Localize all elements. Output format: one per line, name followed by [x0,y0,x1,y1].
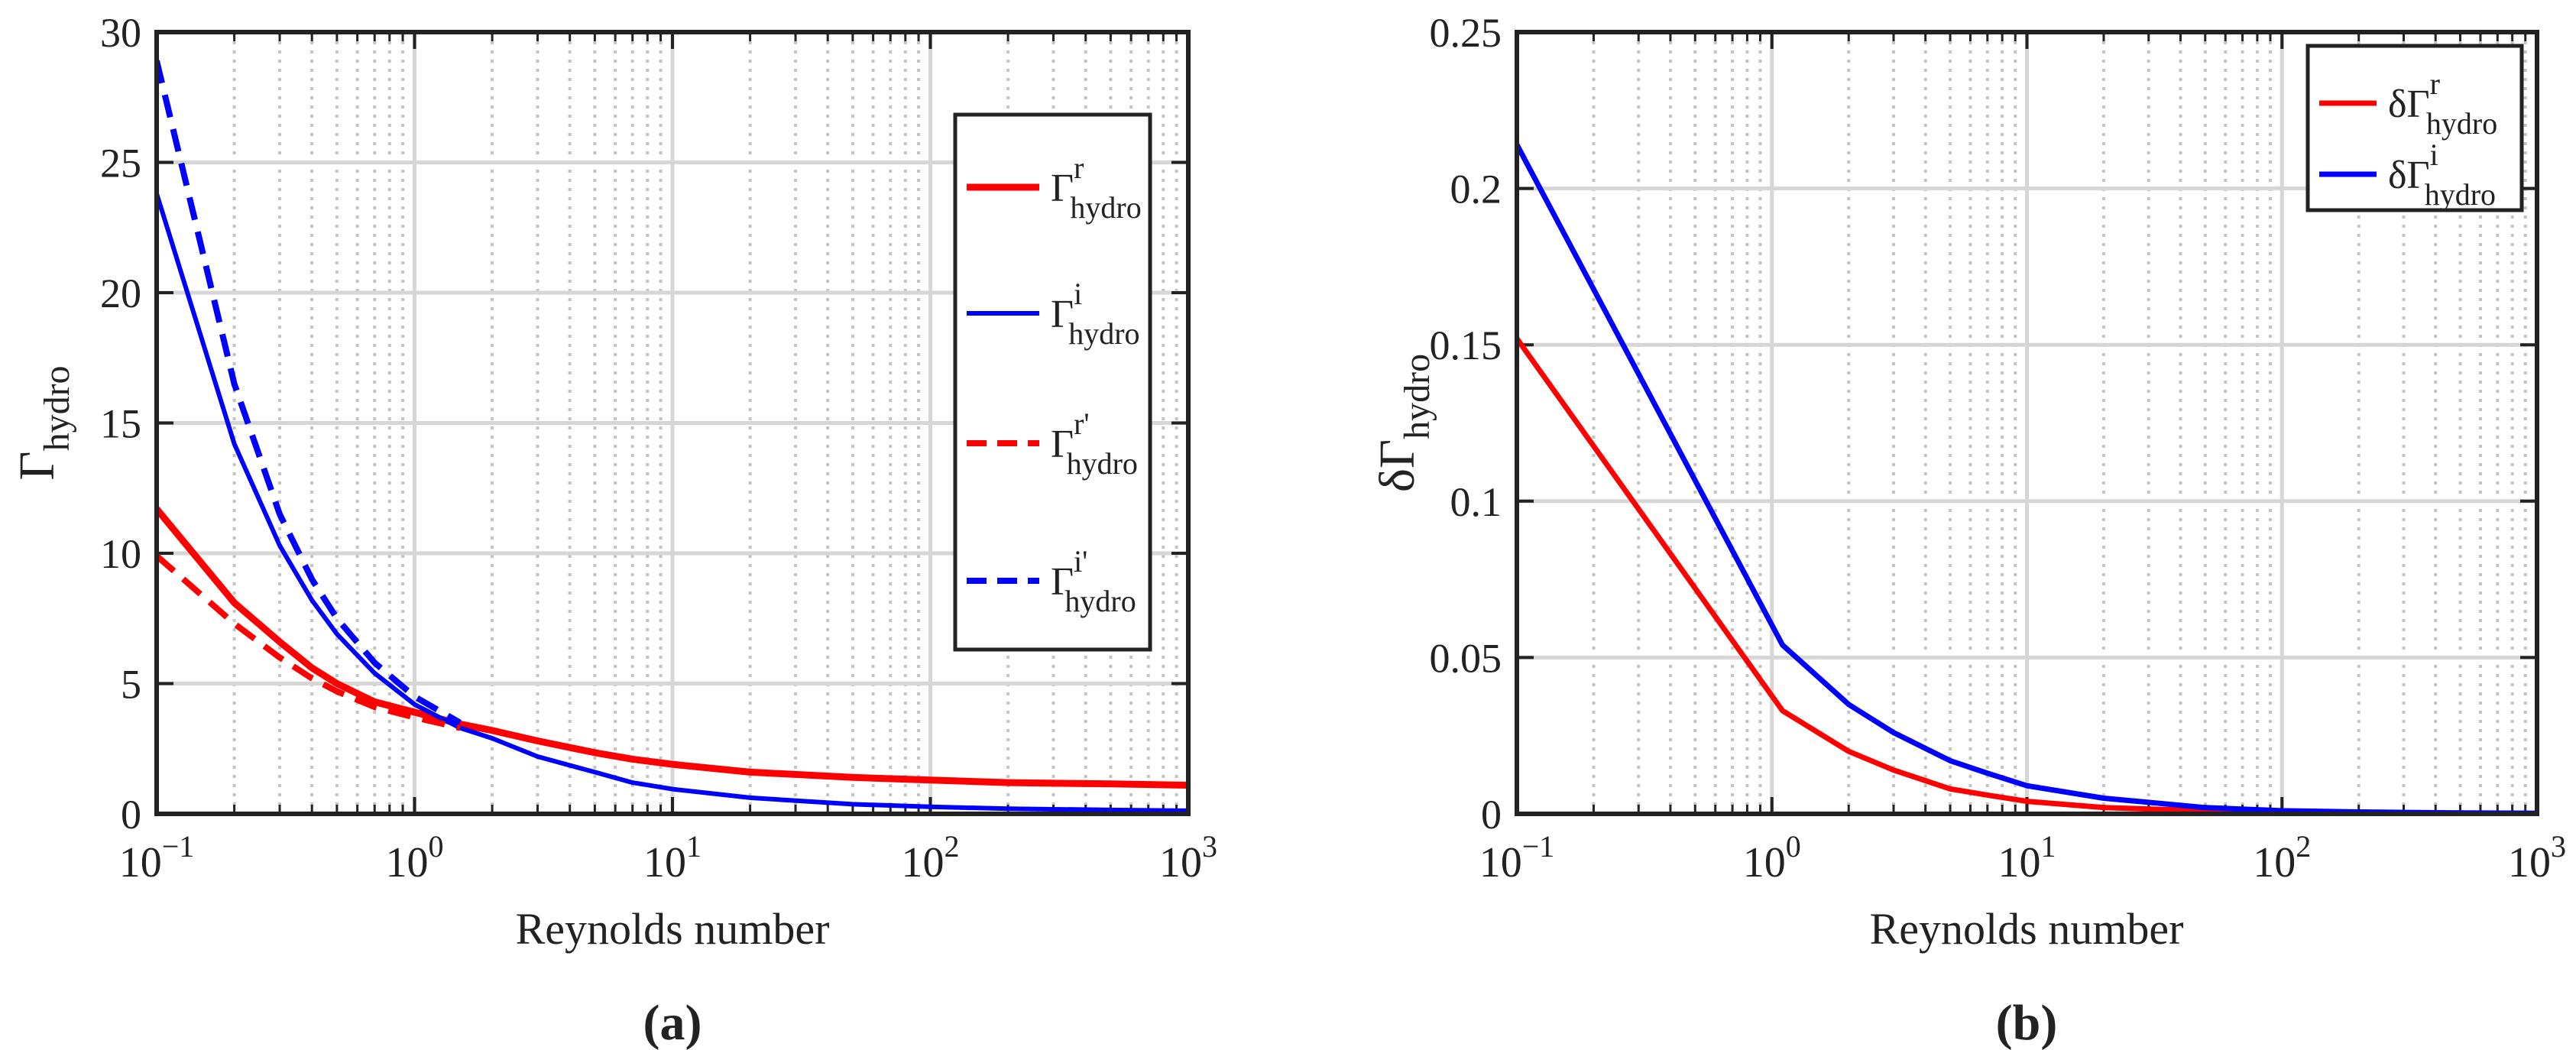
series-line-dashed-iprime [157,60,462,726]
x-tick-label: 101 [1998,829,2056,886]
y-label-symbol: Γ [9,451,65,480]
series-line-dashed-rprime [157,553,461,731]
legend-subscript: hydro [1068,316,1139,351]
y-tick-label: 0.1 [1450,479,1502,525]
y-tick-label: 0.25 [1430,10,1502,56]
legend-box [953,112,1152,652]
x-tick-exponent: 3 [1202,829,1217,864]
y-label-subscript: hydro [37,365,77,451]
x-tick-label: 103 [1159,829,1217,886]
y-tick-label: 0 [1481,792,1502,838]
legend-superscript: i [2430,138,2438,172]
y-tick-label: 30 [100,10,141,56]
x-tick-exponent: 0 [1786,829,1801,864]
legend-entry: Γi hydro [1051,277,1140,351]
legend-superscript: i' [1074,544,1087,578]
legend-superscript: i [1074,277,1082,311]
x-tick-label: 10−1 [119,829,195,886]
panel-label: (b) [1996,995,2058,1050]
legend-symbol: Γ [1051,293,1074,336]
legend-subscript: hydro [1064,584,1136,618]
y-tick-label: 15 [100,401,141,447]
x-tick-base: 10 [1998,839,2041,886]
x-tick-base: 10 [119,839,162,886]
y-axis-label: Γhydro [9,365,77,480]
x-axis-label: Reynolds number [516,904,830,954]
x-tick-exponent: 1 [2041,829,2056,864]
y-label-symbol: δΓ [1369,439,1425,492]
legend-entry: Γr hydro [1051,151,1142,225]
y-tick-label: 25 [100,141,141,186]
legend-symbol: δΓ [2388,154,2430,197]
panel-b: 10−1 100 101 102 10300.050.10.150.20.25Reyno… [1369,10,2566,1050]
x-tick-label: 100 [386,829,444,886]
y-tick-label: 5 [121,662,141,708]
x-tick-base: 10 [643,839,686,886]
x-tick-base: 10 [902,839,945,886]
axes-box [154,30,1191,816]
x-tick-label: 102 [2253,829,2311,886]
x-tick-exponent: −1 [1522,829,1555,864]
y-tick-label: 20 [100,271,141,316]
legend-superscript: r [2430,66,2440,101]
y-tick-label: 0.2 [1450,167,1502,212]
legend-entry: Γr' hydro [1051,407,1138,481]
legend-box [2305,44,2524,212]
y-label-subscript: hydro [1397,354,1437,439]
x-tick-exponent: 2 [2296,829,2311,864]
axes-box [1515,30,2539,816]
x-tick-label: 103 [2508,829,2566,886]
x-tick-base: 10 [386,839,429,886]
legend-entry: δΓi hydro [2388,138,2496,212]
x-tick-exponent: 2 [945,829,960,864]
panel-label: (a) [643,995,702,1050]
x-tick-label: 102 [902,829,960,886]
legend-subscript: hydro [1070,190,1141,225]
x-tick-base: 10 [2253,839,2296,886]
x-tick-exponent: 0 [429,829,444,864]
legend-subscript: hydro [2425,177,2496,212]
legend-entry: Γi' hydro [1051,544,1136,618]
legend-superscript: r' [1074,407,1090,441]
x-tick-base: 10 [2508,839,2551,886]
x-tick-base: 10 [1479,839,1522,886]
series-line-i [157,193,1188,813]
x-tick-exponent: 3 [2551,829,2566,864]
y-tick-label: 0 [121,792,141,838]
x-tick-exponent: −1 [162,829,195,864]
y-tick-label: 0.15 [1430,322,1502,368]
series-line-r [157,507,1188,789]
legend-superscript: r [1074,151,1084,185]
legend-symbol: Γ [1051,560,1074,604]
legend-subscript: hydro [1067,446,1138,481]
y-tick-label: 0.05 [1430,635,1502,681]
x-tick-label: 101 [643,829,702,886]
legend-subscript: hydro [2426,106,2497,141]
legend-symbol: Γ [1051,167,1074,210]
x-tick-base: 10 [1159,839,1202,886]
legend-entry: δΓr hydro [2388,66,2497,141]
legend-symbol: Γ [1051,423,1074,466]
y-tick-label: 10 [100,531,141,577]
x-tick-base: 10 [1743,839,1786,886]
x-tick-label: 100 [1743,829,1801,886]
legend-symbol: δΓ [2388,83,2430,126]
x-tick-exponent: 1 [686,829,702,864]
y-axis-label: δΓhydro [1369,354,1437,492]
x-axis-label: Reynolds number [1870,904,2184,954]
x-tick-label: 10−1 [1479,829,1555,886]
